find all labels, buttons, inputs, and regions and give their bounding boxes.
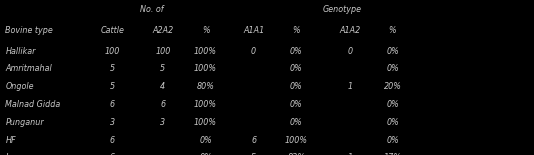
Text: A1A1: A1A1 xyxy=(243,26,264,35)
Text: Malnad Gidda: Malnad Gidda xyxy=(5,100,60,109)
Text: 100%: 100% xyxy=(194,64,217,73)
Text: 80%: 80% xyxy=(197,82,215,91)
Text: 100%: 100% xyxy=(285,136,308,145)
Text: Genotype: Genotype xyxy=(322,5,362,14)
Text: 0%: 0% xyxy=(199,136,212,145)
Text: 100%: 100% xyxy=(194,46,217,55)
Text: Bovine type: Bovine type xyxy=(5,26,53,35)
Text: No. of: No. of xyxy=(140,5,164,14)
Text: 3: 3 xyxy=(109,118,115,127)
Text: HF: HF xyxy=(5,136,16,145)
Text: 5: 5 xyxy=(160,64,166,73)
Text: 0%: 0% xyxy=(290,64,303,73)
Text: 0%: 0% xyxy=(290,82,303,91)
Text: %: % xyxy=(293,26,300,35)
Text: 6: 6 xyxy=(160,100,166,109)
Text: 0%: 0% xyxy=(386,46,399,55)
Text: 6: 6 xyxy=(109,153,115,155)
Text: Amritmahal: Amritmahal xyxy=(5,64,52,73)
Text: 5: 5 xyxy=(251,153,256,155)
Text: Jersey: Jersey xyxy=(5,153,29,155)
Text: 1: 1 xyxy=(347,153,352,155)
Text: 83%: 83% xyxy=(287,153,305,155)
Text: Ongole: Ongole xyxy=(5,82,34,91)
Text: Punganur: Punganur xyxy=(5,118,44,127)
Text: 6: 6 xyxy=(251,136,256,145)
Text: 100%: 100% xyxy=(194,118,217,127)
Text: 17%: 17% xyxy=(383,153,402,155)
Text: %: % xyxy=(202,26,209,35)
Text: 0: 0 xyxy=(347,46,352,55)
Text: 5: 5 xyxy=(109,64,115,73)
Text: 0%: 0% xyxy=(386,64,399,73)
Text: 3: 3 xyxy=(160,118,166,127)
Text: 4: 4 xyxy=(160,82,166,91)
Text: 100: 100 xyxy=(105,46,120,55)
Text: A2A2: A2A2 xyxy=(152,26,174,35)
Text: 0%: 0% xyxy=(290,100,303,109)
Text: 0%: 0% xyxy=(386,136,399,145)
Text: A1A2: A1A2 xyxy=(339,26,360,35)
Text: 100%: 100% xyxy=(194,100,217,109)
Text: Cattle: Cattle xyxy=(100,26,124,35)
Text: %: % xyxy=(389,26,396,35)
Text: 5: 5 xyxy=(109,82,115,91)
Text: 0%: 0% xyxy=(199,153,212,155)
Text: 0%: 0% xyxy=(386,118,399,127)
Text: 100: 100 xyxy=(155,46,170,55)
Text: 0%: 0% xyxy=(290,46,303,55)
Text: 1: 1 xyxy=(347,82,352,91)
Text: 0: 0 xyxy=(251,46,256,55)
Text: Hallikar: Hallikar xyxy=(5,46,36,55)
Text: 6: 6 xyxy=(109,100,115,109)
Text: 0%: 0% xyxy=(290,118,303,127)
Text: 0%: 0% xyxy=(386,100,399,109)
Text: 6: 6 xyxy=(109,136,115,145)
Text: 20%: 20% xyxy=(383,82,402,91)
